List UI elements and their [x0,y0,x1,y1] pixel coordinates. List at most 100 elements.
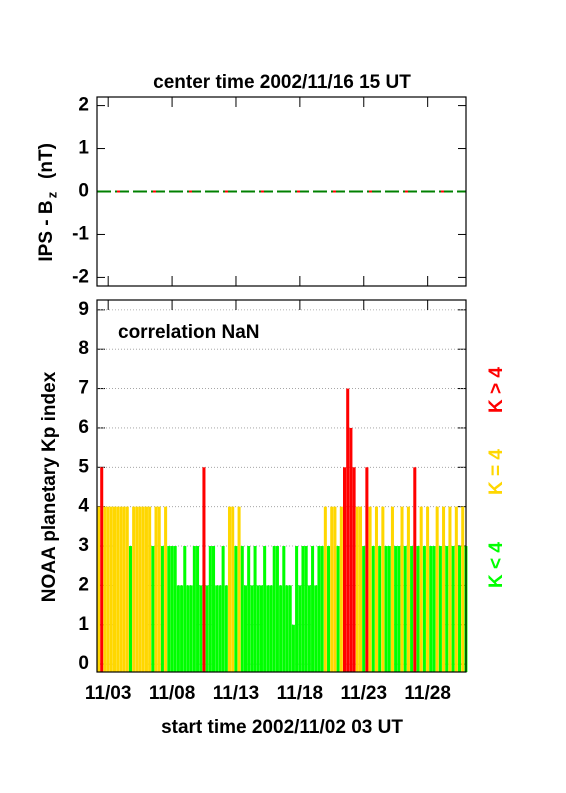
bar [397,546,401,672]
bar [192,546,196,672]
bar [109,506,113,672]
bar [250,585,254,672]
bar [387,546,391,672]
x-tick-label: 11/18 [277,683,324,704]
bar [173,546,177,672]
bar [288,585,292,672]
bar [240,546,244,672]
bar [403,546,407,672]
bar [170,546,174,672]
bar [343,467,347,672]
bar [336,546,340,672]
bar [199,585,203,672]
bar [362,546,366,672]
bar [189,585,193,672]
bar [106,506,110,672]
bar [317,546,321,672]
y-axis-label: IPS - B z (nT) [36,143,59,262]
bar [355,506,359,672]
bar [285,585,289,672]
bar [438,546,442,672]
y-tick-label: 5 [78,456,89,477]
bar [275,546,279,672]
x-tick-label: 11/03 [85,683,132,704]
bar [426,506,430,672]
bar [234,546,238,672]
bar [416,546,420,672]
bar [176,585,180,672]
x-axis-label: start time 2002/11/02 03 UT [161,717,403,738]
x-tick-label: 11/08 [149,683,196,704]
bar [307,585,311,672]
bar [247,546,251,672]
bar [442,506,446,672]
y-tick-label: 2 [78,574,89,595]
bar [160,546,164,672]
x-tick-label: 11/28 [404,683,451,704]
bar [266,585,270,672]
bar [141,506,145,672]
bar [435,506,439,672]
bar [218,585,222,672]
bar [167,546,171,672]
y-tick-label: -2 [72,266,89,287]
bar [410,546,414,672]
bar [333,506,337,672]
bar [119,506,123,672]
y-tick-label: 7 [78,378,89,399]
bar [323,506,327,672]
bar [212,546,216,672]
y-tick-label: 9 [78,299,89,320]
bar [180,585,184,672]
bar [448,506,452,672]
bar [259,585,263,672]
bar [151,546,155,672]
bar [202,467,206,672]
y-axis-label: NOAA planetary Kp index [39,371,60,602]
bar [125,506,129,672]
bar [349,427,353,672]
bar [253,546,257,672]
bar [365,467,369,672]
bar [154,506,158,672]
bar [314,585,318,672]
bar [282,546,286,672]
bar [429,546,433,672]
bar [458,546,462,672]
bar [256,585,260,672]
y-label-sub: z [44,191,59,198]
bar [116,506,120,672]
bar [330,506,334,672]
bar [346,388,350,672]
bar [368,506,372,672]
bar [339,506,343,672]
y-label-unit: (nT) [36,143,57,179]
bar [138,506,142,672]
bar [148,506,152,672]
bar [422,546,426,672]
bar [231,506,235,672]
bar [269,585,273,672]
bar [327,546,331,672]
bar [208,546,212,672]
y-tick-label: 1 [78,614,89,635]
bar [100,467,104,672]
bar [237,506,241,672]
bar [224,585,228,672]
plot-frame [96,96,467,287]
bar [157,506,161,672]
bar [432,546,436,672]
bar [413,467,417,672]
bar [144,506,148,672]
legend-label: K = 4 [486,449,507,495]
annotation: correlation NaN [118,322,259,343]
y-tick-label: 1 [78,138,89,159]
bar [378,546,382,672]
bar [272,546,276,672]
bar [186,585,190,672]
bar [451,546,455,672]
x-tick-label: 11/13 [213,683,260,704]
y-label-main: IPS - B [36,200,57,261]
bar [132,506,136,672]
y-tick-label: 6 [78,417,89,438]
